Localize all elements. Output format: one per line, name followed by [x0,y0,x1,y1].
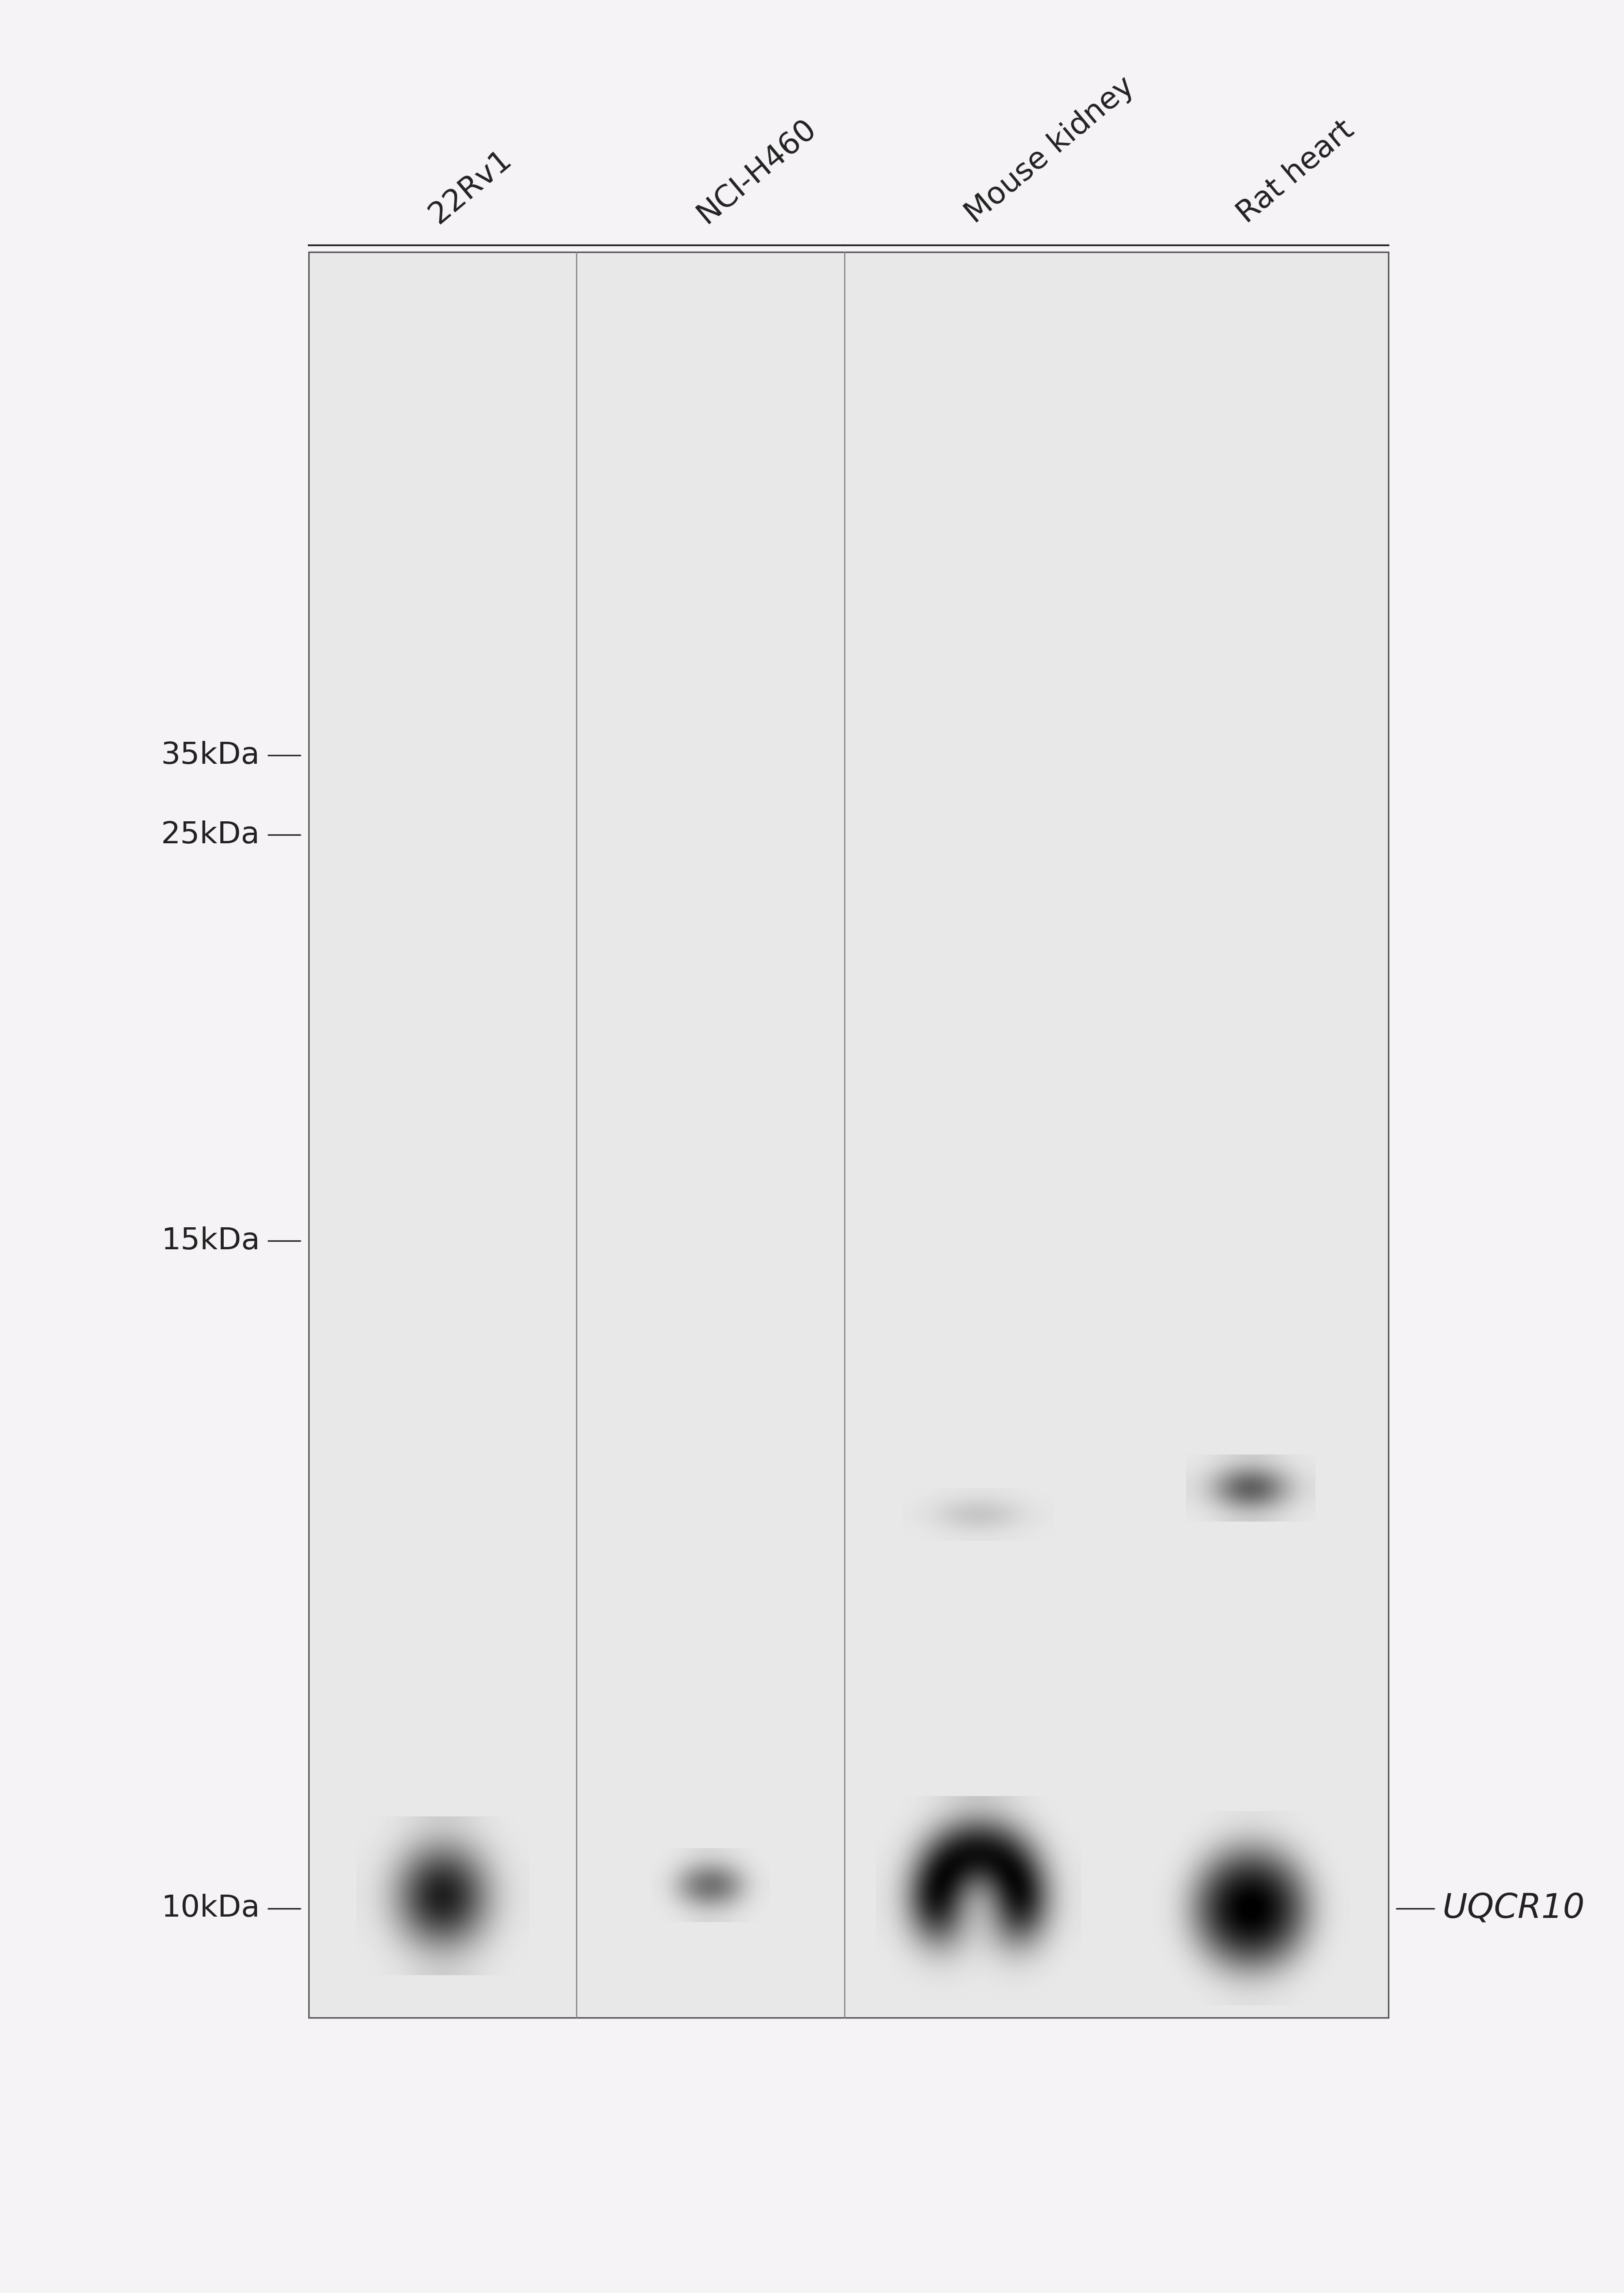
Bar [844,252,1112,2018]
Bar [577,252,844,2018]
Text: Mouse kidney: Mouse kidney [960,71,1140,229]
Text: 15kDa: 15kDa [161,1227,260,1257]
Bar [309,252,1389,2018]
Text: 25kDa: 25kDa [161,821,260,848]
Bar [309,252,577,2018]
Text: 35kDa: 35kDa [161,741,260,770]
Text: 10kDa: 10kDa [161,1894,260,1924]
Text: Rat heart: Rat heart [1231,115,1359,229]
Text: 22Rv1: 22Rv1 [424,144,518,229]
Text: NCI-H460: NCI-H460 [692,112,822,229]
Bar [1112,252,1389,2018]
Text: UQCR10: UQCR10 [1442,1892,1585,1924]
Bar [309,252,1389,2018]
